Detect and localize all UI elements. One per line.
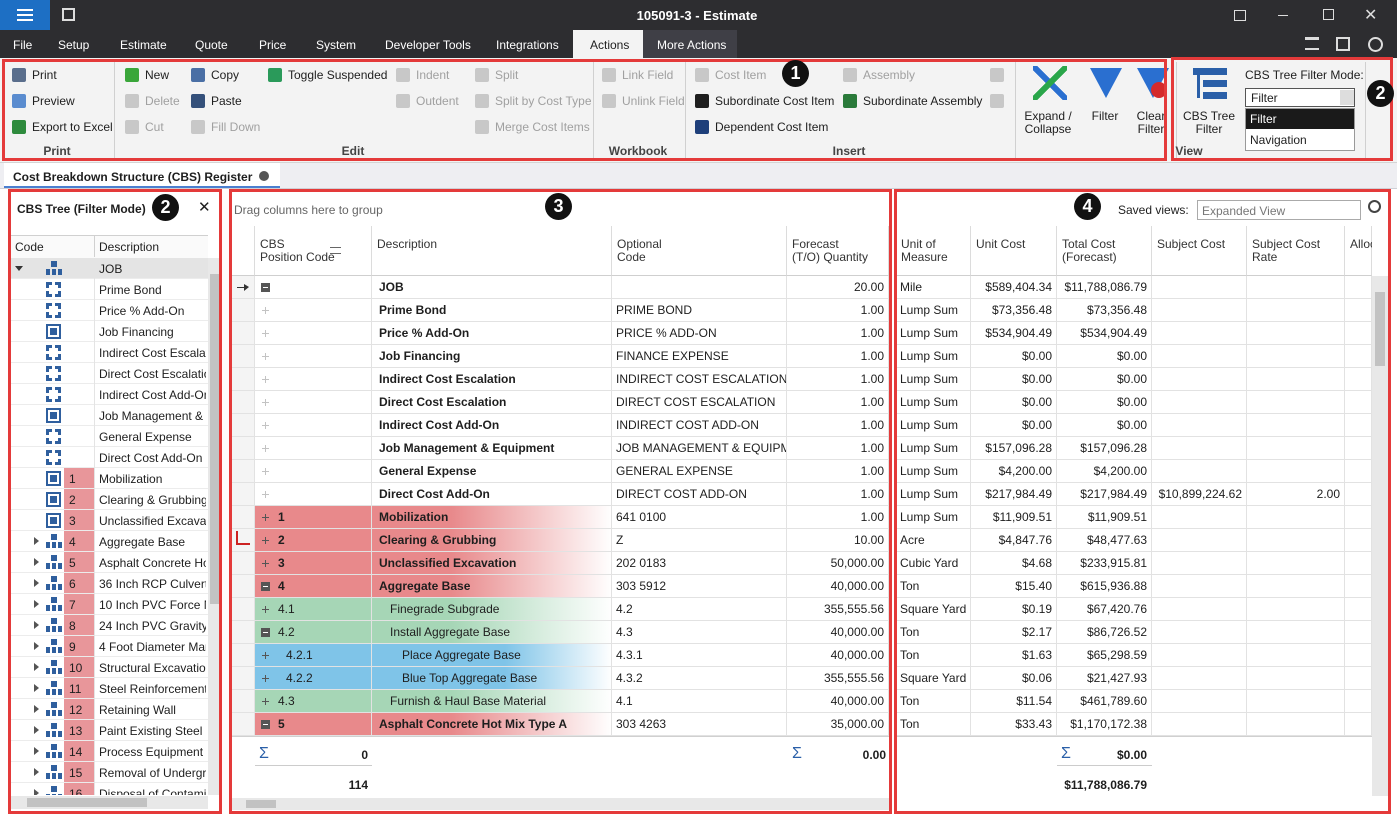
menu-item[interactable]: Price — [259, 38, 286, 52]
menu-item[interactable]: Quote — [195, 38, 228, 52]
callout: 3 — [545, 193, 572, 220]
minimize-button[interactable] — [1278, 15, 1288, 16]
document-tab-title: Cost Breakdown Structure (CBS) Register — [13, 170, 252, 184]
annotation-box — [229, 189, 892, 814]
menu-item[interactable]: Setup — [58, 38, 89, 52]
annotation-box — [1171, 57, 1393, 161]
annotation-box — [8, 189, 222, 814]
menu-item[interactable]: Estimate — [120, 38, 167, 52]
callout: 2 — [152, 194, 179, 221]
menu-item[interactable]: System — [316, 38, 356, 52]
callout: 1 — [782, 60, 809, 87]
maximize-button[interactable] — [1323, 9, 1334, 20]
decoration — [17, 9, 33, 11]
menu-item[interactable]: Actions — [590, 38, 629, 52]
app-menu-button[interactable] — [0, 0, 50, 30]
menu-item[interactable]: File — [13, 38, 32, 52]
bank-icon[interactable] — [1305, 37, 1319, 50]
callout: 4 — [1074, 193, 1101, 220]
layout-icon[interactable] — [1234, 10, 1246, 21]
help-icon[interactable] — [1368, 37, 1383, 52]
menu-item[interactable]: Developer Tools — [385, 38, 471, 52]
tab-close[interactable] — [259, 171, 269, 181]
save-icon[interactable] — [62, 8, 75, 21]
callout: 2 — [1367, 80, 1394, 107]
close-button[interactable]: ✕ — [1364, 5, 1377, 25]
menu-item[interactable]: More Actions — [657, 38, 726, 52]
menu-item[interactable]: Integrations — [496, 38, 559, 52]
annotation-box — [894, 189, 1391, 814]
grid-icon[interactable] — [1336, 37, 1350, 51]
window-title: 105091-3 - Estimate — [637, 8, 758, 23]
annotation-box — [2, 59, 1167, 161]
